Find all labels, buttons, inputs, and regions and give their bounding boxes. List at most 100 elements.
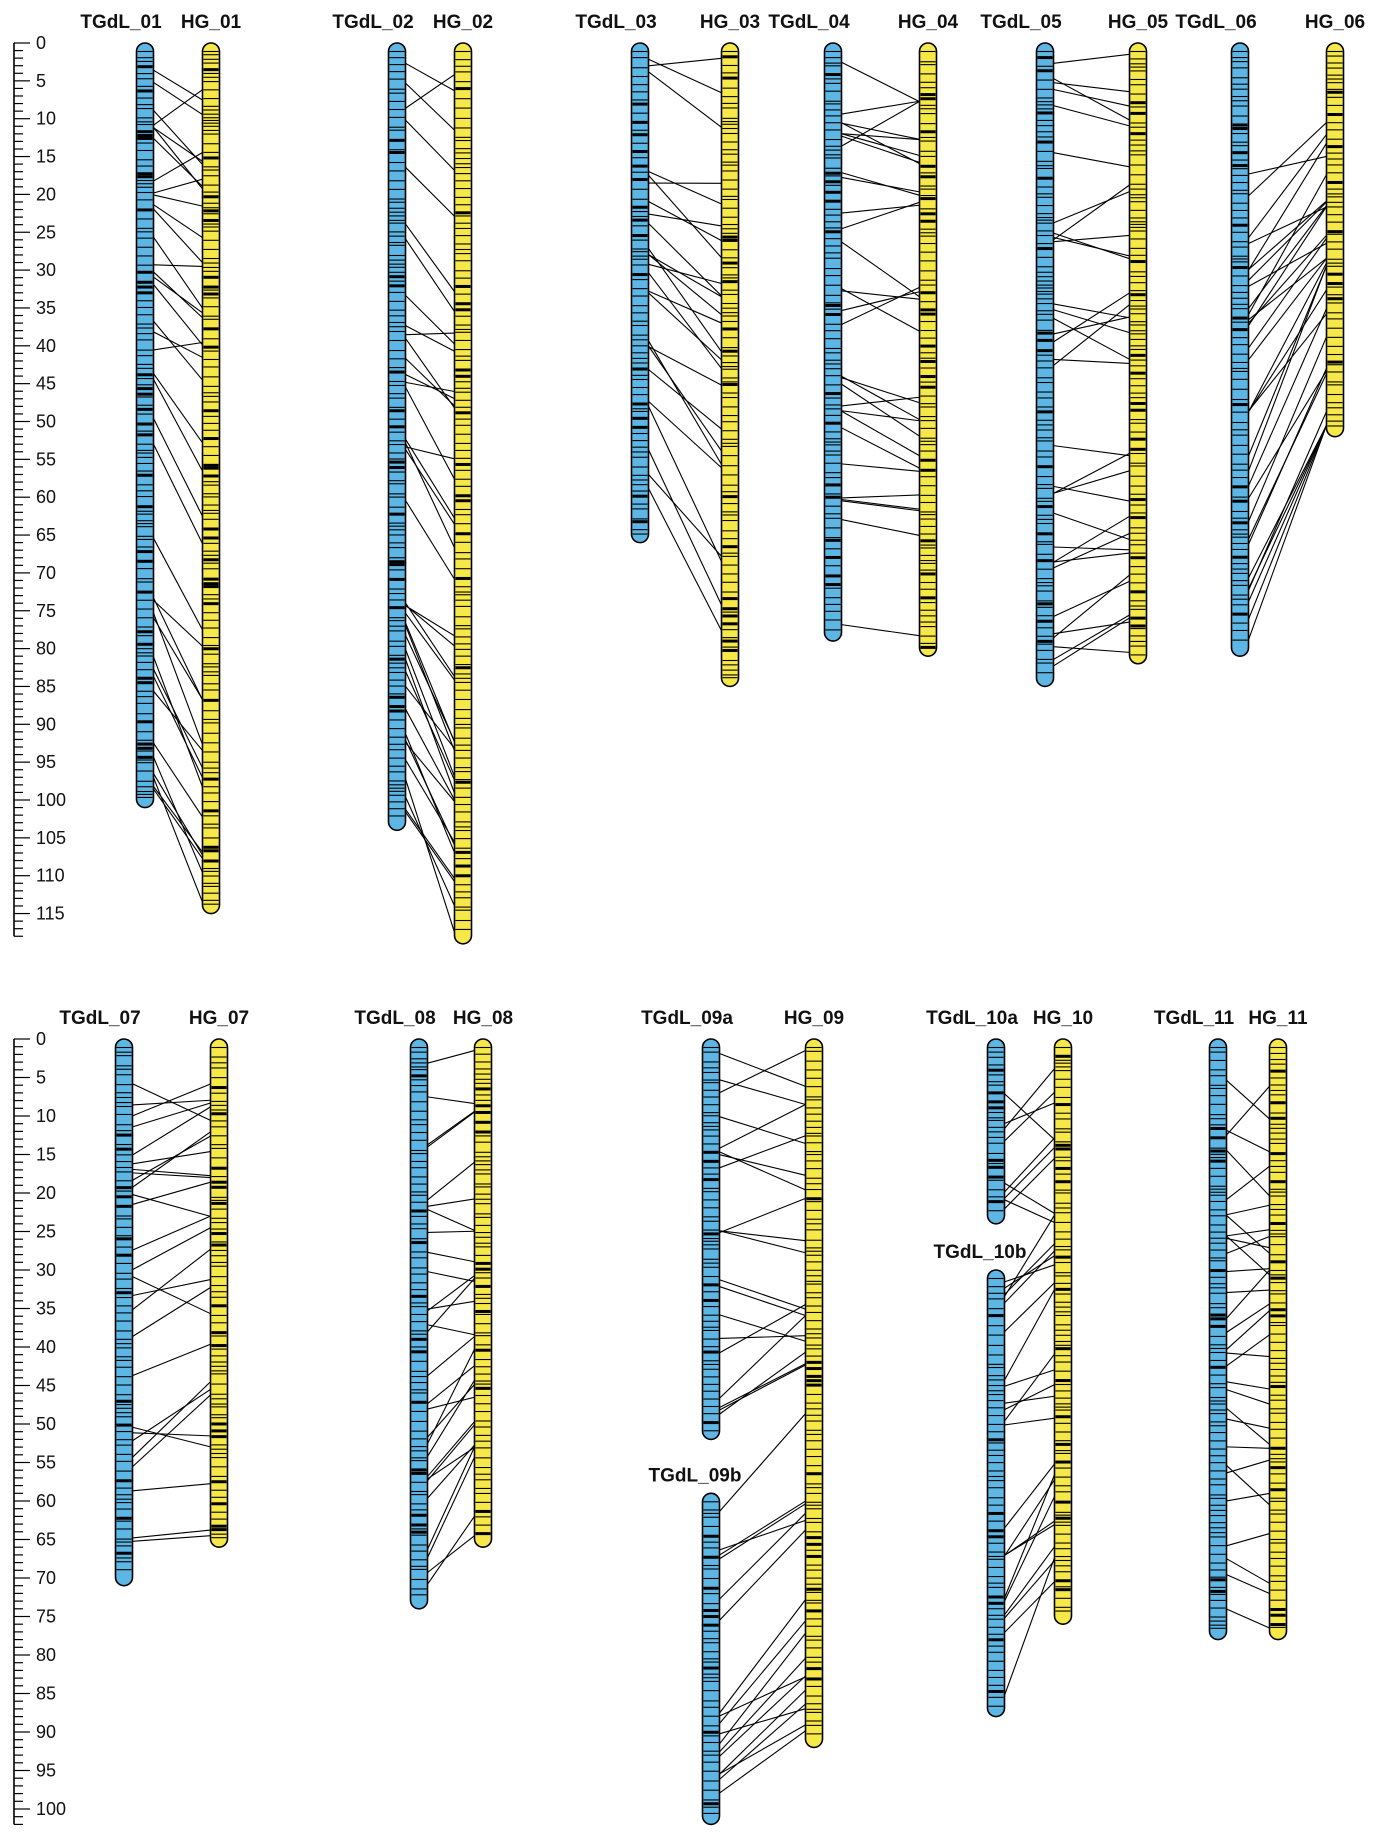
chromosome-bar-outline <box>701 1038 721 1441</box>
marker-link <box>1004 1289 1055 1381</box>
marker-link <box>1004 1463 1055 1529</box>
chromosome-a-bar <box>630 42 650 544</box>
marker-link <box>648 171 722 205</box>
marker-link <box>1226 1235 1270 1254</box>
marker-link <box>153 284 203 346</box>
marker-link <box>1004 1282 1055 1333</box>
marker-link <box>1004 1243 1055 1295</box>
marker-link <box>841 100 920 147</box>
marker-link <box>405 332 455 336</box>
marker-link <box>1053 53 1130 64</box>
chromosome-b-label: HG_09 <box>784 1008 844 1029</box>
marker-link <box>1226 1268 1270 1273</box>
marker-link <box>1053 78 1130 121</box>
marker-link <box>427 1096 475 1105</box>
marker-link <box>132 1102 211 1128</box>
chromosome-b-label: HG_08 <box>453 1008 513 1029</box>
marker-link <box>405 605 455 637</box>
marker-link <box>841 201 920 230</box>
marker-link <box>1248 142 1327 271</box>
marker-link <box>153 379 203 472</box>
marker-link <box>132 1172 211 1179</box>
marker-links <box>1053 53 1130 667</box>
marker-link <box>405 74 455 109</box>
axis-tick-label: 85 <box>36 1684 56 1704</box>
marker-link <box>405 446 455 460</box>
marker-link <box>1053 292 1130 343</box>
marker-link <box>405 338 455 409</box>
marker-link <box>648 449 722 606</box>
chromosome-bar-fill <box>1054 1039 1072 1625</box>
marker-link <box>427 1198 475 1207</box>
marker-link <box>404 622 456 743</box>
marker-link <box>1003 1557 1056 1696</box>
marker-link <box>405 373 455 400</box>
marker-link <box>153 320 203 381</box>
marker-link <box>841 494 920 499</box>
axis-tick-label: 60 <box>36 1491 56 1511</box>
marker-link <box>405 119 455 171</box>
marker-link <box>132 1381 211 1458</box>
chromosome-a-bar <box>1230 42 1250 657</box>
chromosome-pair: HG_11 TGdL_11 <box>1154 1008 1308 1641</box>
marker-link <box>1004 1417 1055 1426</box>
marker-link <box>1226 1149 1270 1197</box>
marker-link <box>1053 617 1130 667</box>
marker-link <box>1004 1255 1055 1289</box>
marker-link <box>719 1315 806 1399</box>
marker-link <box>841 519 920 536</box>
chromosome-a-label: TGdL_10b <box>934 1242 1027 1263</box>
marker-link <box>841 122 920 165</box>
marker-link <box>427 1050 475 1064</box>
chromosome-pair: HG_02 TGdL_02 <box>332 12 493 945</box>
axis-tick-label: 115 <box>36 904 65 924</box>
marker-link <box>719 1279 806 1310</box>
chromosome-pair: HG_10 TGdL_10a TGdL_10b <box>926 1008 1093 1718</box>
marker-link <box>841 500 920 512</box>
chromosome-bar-outline <box>1268 1038 1288 1641</box>
marker-link <box>1226 1492 1270 1502</box>
marker-link <box>719 1708 806 1735</box>
marker-link <box>427 1271 475 1282</box>
marker-link <box>132 1131 211 1188</box>
marker-link <box>719 1503 806 1560</box>
chromosome-bar-outline <box>918 42 938 657</box>
axis-tick-label: 100 <box>36 1799 66 1819</box>
axis-tick-label: 45 <box>36 374 56 394</box>
marker-link <box>841 410 920 457</box>
marker-links <box>152 69 204 903</box>
marker-link <box>1004 1479 1055 1557</box>
chromosome-bar-fill <box>1231 43 1249 657</box>
marker-link <box>648 400 722 469</box>
marker-link <box>648 222 722 297</box>
marker-link <box>1004 1068 1055 1129</box>
marker-link <box>1053 485 1130 502</box>
marker-link <box>1226 1289 1270 1294</box>
marker-link <box>132 1343 211 1377</box>
marker-link <box>132 1215 211 1251</box>
marker-link <box>1053 515 1130 563</box>
marker-link <box>719 1632 806 1745</box>
marker-link <box>1053 191 1130 224</box>
marker-link <box>427 1456 475 1558</box>
marker-link <box>153 676 203 778</box>
axis-tick-label: 40 <box>36 336 56 356</box>
marker-link <box>405 62 455 92</box>
axis-tick-label: 65 <box>36 525 56 545</box>
marker-link <box>132 1227 211 1271</box>
marker-link <box>427 1208 475 1231</box>
marker-link <box>132 1535 211 1542</box>
marker-link <box>153 341 203 351</box>
chromosome-bar-outline <box>135 42 155 809</box>
chromosome-bar-fill <box>202 43 220 914</box>
marker-link <box>841 176 920 193</box>
marker-link <box>1004 1093 1055 1140</box>
marker-link <box>153 537 203 631</box>
marker-link <box>132 1278 211 1297</box>
marker-link <box>719 1197 806 1234</box>
marker-link <box>1248 122 1327 197</box>
marker-link <box>719 1351 806 1415</box>
marker-link <box>1004 1546 1055 1616</box>
chromosome-bar-outline <box>986 1038 1006 1225</box>
marker-link <box>405 223 455 292</box>
